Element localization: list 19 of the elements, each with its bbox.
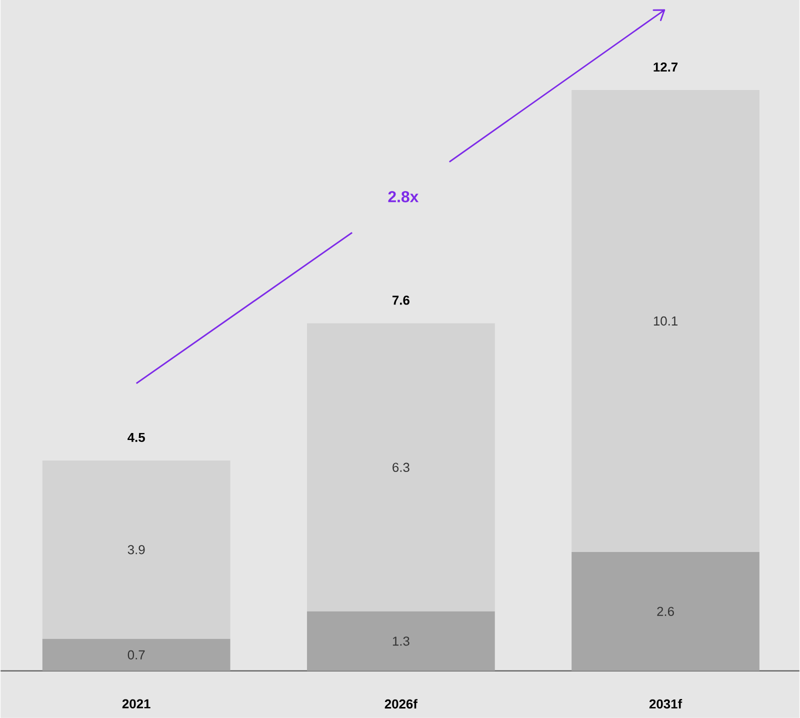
total-label: 7.6 (392, 296, 410, 305)
annotation: 2.8x (388, 191, 419, 202)
bar (572, 552, 760, 671)
bar (42, 460, 230, 639)
data-label: 3.9 (128, 545, 145, 554)
x-tick-label: 2021 (122, 699, 150, 708)
bar (306, 611, 495, 671)
bar (306, 323, 495, 612)
bar (572, 90, 760, 552)
total-label: 12.7 (654, 62, 678, 72)
data-label: 0.7 (128, 650, 145, 660)
x-tick-label: 2031f (649, 699, 682, 709)
data-label: 6.3 (392, 462, 410, 472)
total-label: 4.5 (128, 433, 145, 442)
x-tick-label: 2026f (384, 699, 418, 709)
data-label: 10.1 (654, 316, 678, 326)
bar (42, 638, 230, 671)
data-label: 1.3 (392, 636, 410, 646)
data-label: 2.6 (657, 606, 674, 616)
